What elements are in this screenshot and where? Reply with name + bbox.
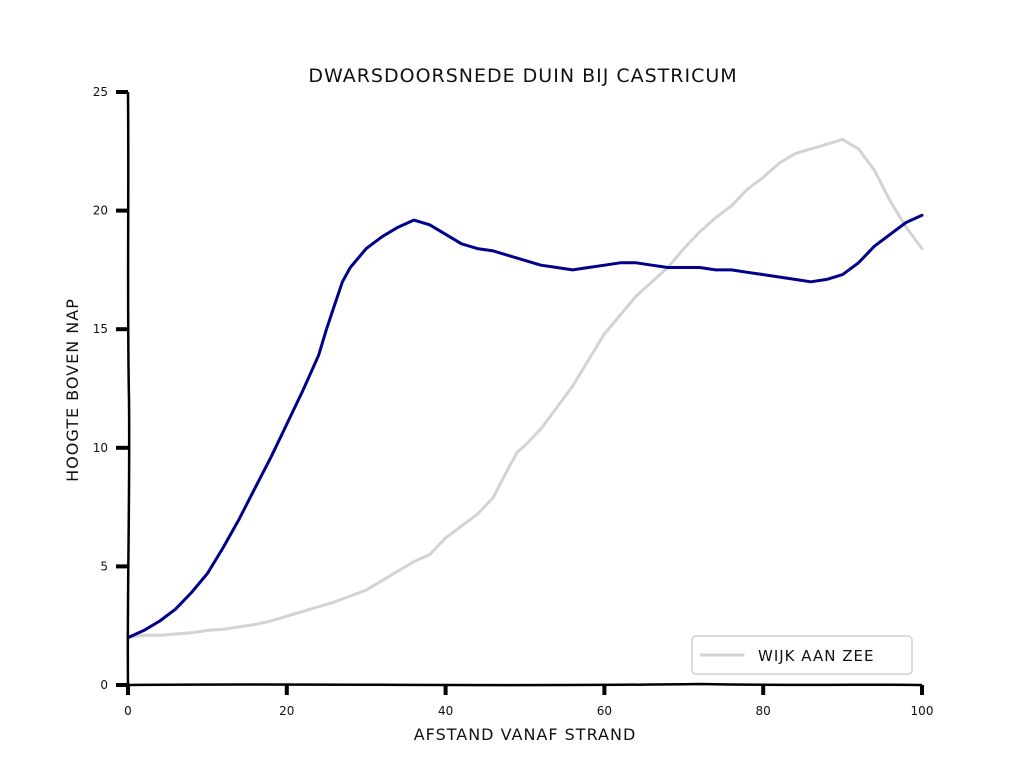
x-axis-label: AFSTAND VANAF STRAND xyxy=(414,725,637,744)
y-tick-label: 10 xyxy=(93,441,108,455)
series-line-wijk-aan-zee xyxy=(126,137,924,640)
x-axis-line xyxy=(127,682,923,687)
legend: WIJK AAN ZEE xyxy=(691,635,913,675)
series-line-castricum xyxy=(126,213,924,640)
legend-box xyxy=(691,635,913,675)
y-tick-label: 0 xyxy=(100,678,108,692)
y-tick-label: 20 xyxy=(93,204,108,218)
x-tick-label: 20 xyxy=(279,704,294,718)
chart-title: DWARSDOORSNEDE DUIN BIJ CASTRICUM xyxy=(308,65,737,87)
y-tick-label: 5 xyxy=(100,559,108,573)
y-axis-line xyxy=(126,91,131,686)
axes xyxy=(126,91,923,687)
x-tick-label: 80 xyxy=(756,704,771,718)
legend-label-wijk-aan-zee: WIJK AAN ZEE xyxy=(758,647,874,665)
y-axis-label: HOOGTE BOVEN NAP xyxy=(63,298,82,482)
x-tick-label: 100 xyxy=(911,704,934,718)
y-tick-label: 25 xyxy=(93,85,108,99)
ticks: 0 20 40 60 80 100 0 5 10 15 20 25 xyxy=(93,85,934,718)
y-tick-label: 15 xyxy=(93,322,108,336)
x-tick-label: 0 xyxy=(124,704,132,718)
series-layer xyxy=(126,137,924,640)
x-tick-label: 60 xyxy=(597,704,612,718)
x-tick-label: 40 xyxy=(438,704,453,718)
